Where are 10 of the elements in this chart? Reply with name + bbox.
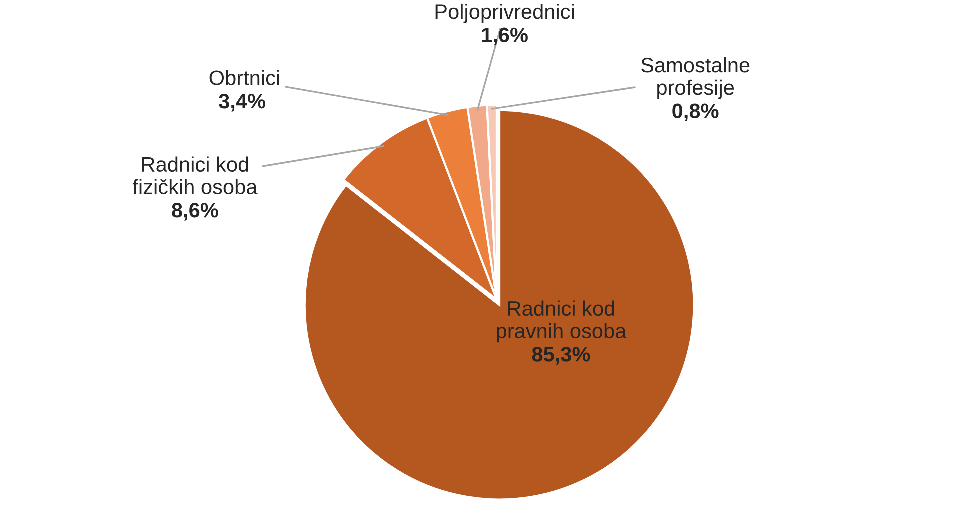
slice-label: Radnici kod pravnih osoba [497,300,627,343]
data-label: 85,3% [532,347,590,365]
slice-label: Poljoprivrednici [436,4,574,24]
data-label: 3,4% [219,94,266,112]
data-label: 8,6% [172,203,218,221]
data-label: 1,6% [482,28,528,46]
data-label: 0,8% [672,104,719,122]
slice-label: Samostalne profesije [642,57,750,100]
slice-label: Radnici kod fizičkih osoba [132,156,258,194]
slice-label: Obrtnici [210,70,280,86]
